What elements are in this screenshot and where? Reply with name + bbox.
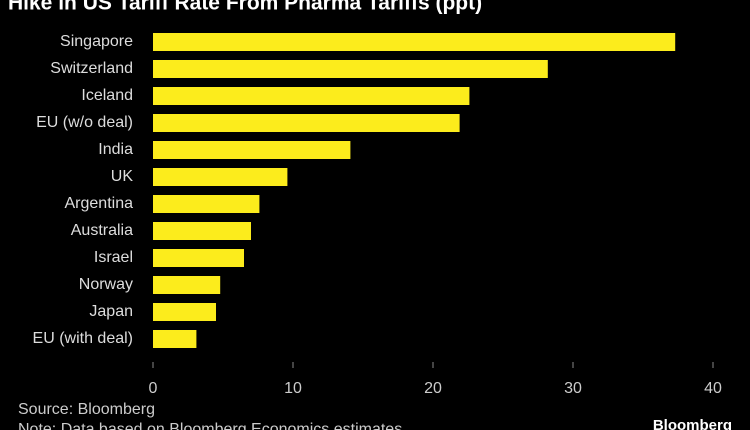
bar	[153, 33, 676, 51]
x-tick-label: 0	[149, 380, 158, 397]
bar	[153, 303, 216, 321]
bar	[153, 60, 548, 78]
y-tick-label: Norway	[79, 276, 133, 293]
y-tick-label: Switzerland	[50, 60, 133, 77]
note: Note: Data based on Bloomberg Economics …	[18, 421, 402, 430]
y-tick-label: Iceland	[81, 87, 133, 104]
y-tick-label: EU (w/o deal)	[36, 114, 133, 131]
bar	[153, 276, 221, 294]
brand-logo: Bloomberg	[653, 417, 732, 430]
bar	[153, 87, 470, 105]
y-tick-label: Israel	[94, 249, 133, 266]
chart-title: Hike in US Tariff Rate From Pharma Tarif…	[8, 0, 482, 15]
y-tick-label: Japan	[89, 303, 133, 320]
y-tick-label: India	[98, 141, 133, 158]
bar	[153, 222, 251, 240]
x-tick-label: 30	[564, 380, 582, 397]
source: Source: Bloomberg	[18, 401, 155, 418]
bar	[153, 249, 244, 267]
y-tick-label: Singapore	[60, 33, 133, 50]
y-tick-label: UK	[111, 168, 134, 185]
x-tick-label: 20	[424, 380, 442, 397]
bar	[153, 168, 288, 186]
x-tick-label: 40	[704, 380, 722, 397]
y-tick-label: EU (with deal)	[33, 330, 133, 347]
bar	[153, 114, 460, 132]
y-tick-label: Australia	[71, 222, 133, 239]
bar	[153, 330, 197, 348]
x-tick-label: 10	[284, 380, 302, 397]
y-tick-label: Argentina	[65, 195, 134, 212]
bar	[153, 195, 260, 213]
bar	[153, 141, 351, 159]
